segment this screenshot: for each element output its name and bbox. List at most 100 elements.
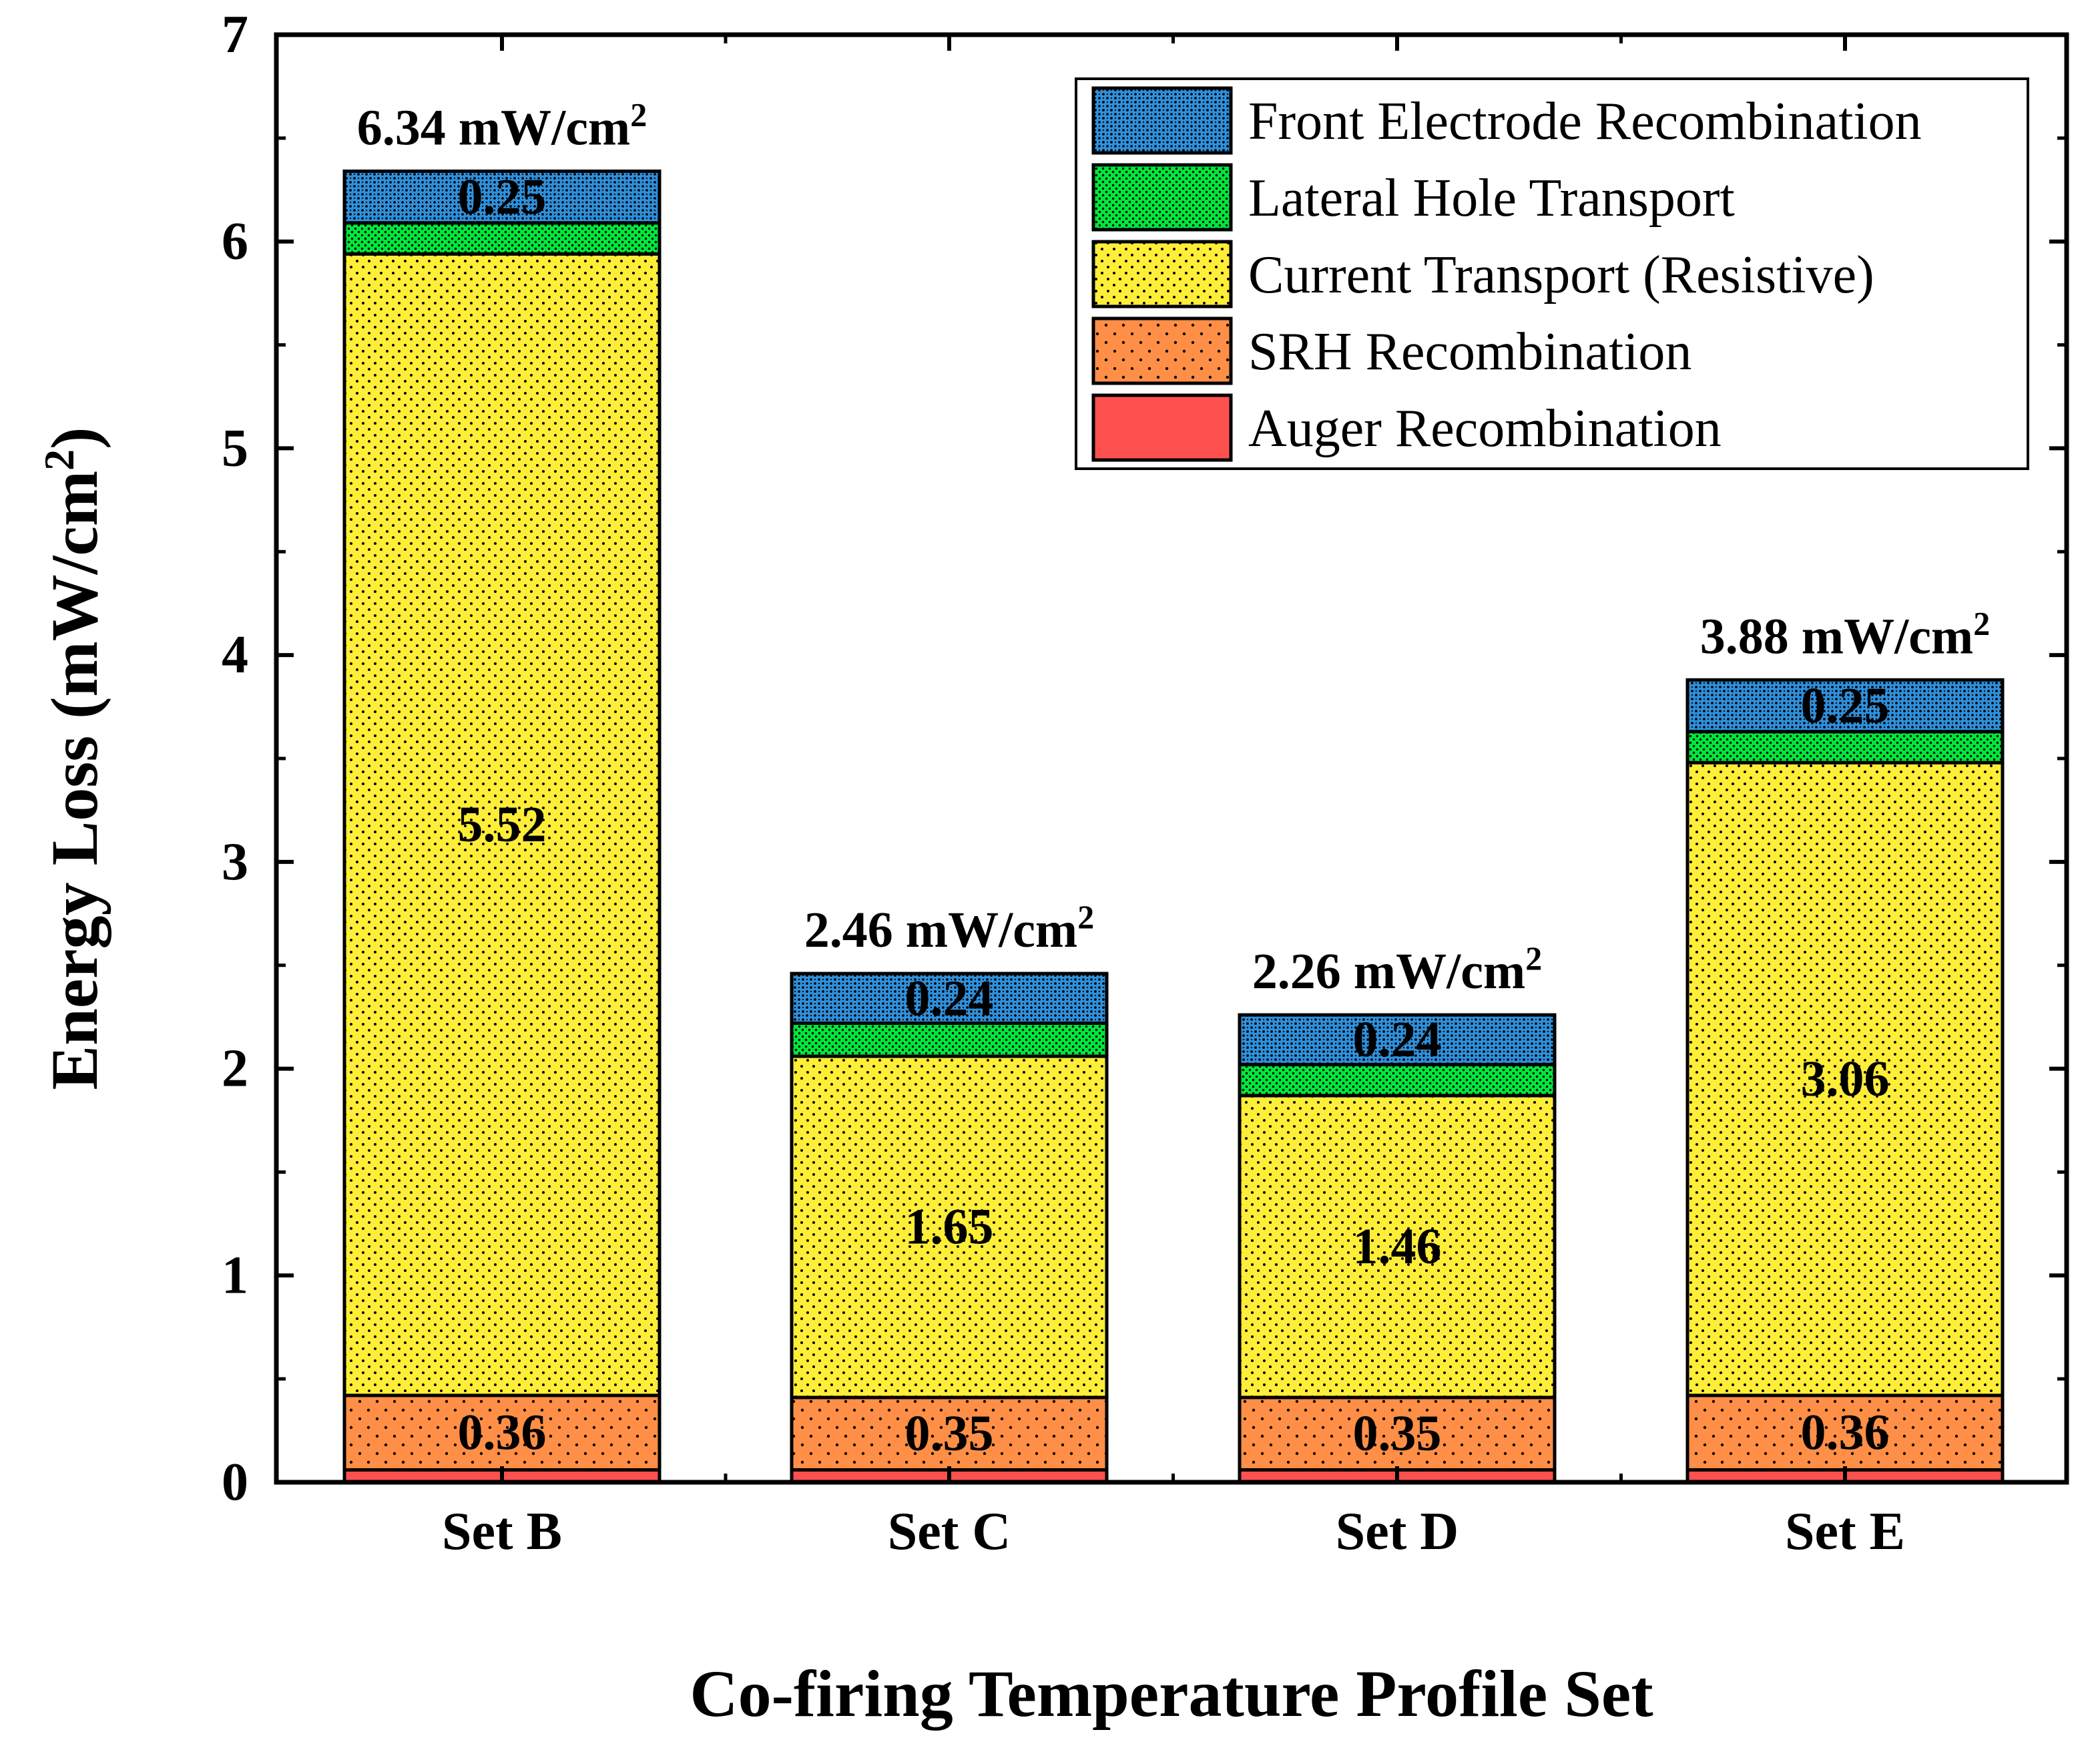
bar-set-e-srh-recombination-pattern xyxy=(1687,1395,2003,1470)
bar-set-b-front-electrode-recombination-outline xyxy=(342,169,662,225)
segment-label-set-e-srh-recombination: 0.36 xyxy=(1801,1405,1890,1461)
bar-set-e-current-transport-resistive-pattern xyxy=(1687,762,2003,1395)
legend-swatch-lateral-hole-transport-outline xyxy=(1091,163,1233,232)
legend-label-current-transport-resistive: Current Transport (Resistive) xyxy=(1248,246,1874,304)
bar-set-e-lateral-hole-transport-pattern xyxy=(1687,731,2003,763)
x-tick-label-set-d: Set D xyxy=(1336,1502,1459,1561)
bar-set-c-srh-recombination-pattern xyxy=(792,1397,1107,1470)
bar-set-d-front-electrode-recombination-pattern xyxy=(1240,1015,1555,1065)
bar-set-d-lateral-hole-transport-pattern xyxy=(1240,1064,1555,1096)
bar-set-d-front-electrode-recombination-outline xyxy=(1238,1013,1557,1066)
legend-item-auger-recombination: Auger Recombination xyxy=(1091,393,1722,462)
bar-set-d-front-electrode-recombination xyxy=(1238,1013,1557,1066)
y-tick-label: 2 xyxy=(222,1040,248,1098)
x-tick-label-set-b: Set B xyxy=(442,1502,562,1561)
segment-label-set-d-current-transport-resistive: 1.46 xyxy=(1353,1219,1442,1275)
total-unit-sup: 2 xyxy=(1973,604,1990,642)
legend-swatch-front-electrode-recombination-outline xyxy=(1091,86,1233,155)
legend-swatch-srh-recombination xyxy=(1091,316,1233,385)
segment-label-set-b-srh-recombination: 0.36 xyxy=(458,1405,547,1461)
legend-items: Front Electrode Recombination Lateral Hol… xyxy=(1091,86,1922,462)
total-value: 2.26 mW/cm xyxy=(1252,943,1525,1000)
legend-label-srh-recombination: SRH Recombination xyxy=(1248,322,1691,381)
bar-set-d-lateral-hole-transport xyxy=(1238,1062,1557,1098)
bar-set-c-srh-recombination xyxy=(790,1395,1109,1472)
bar-set-b-current-transport-resistive xyxy=(342,252,662,1397)
bar-set-e-front-electrode-recombination-outline xyxy=(1685,678,2005,734)
legend-swatch-front-electrode-recombination xyxy=(1091,86,1233,155)
total-unit-sup: 2 xyxy=(630,95,647,133)
y-tick-label: 4 xyxy=(222,626,248,684)
bar-set-c-current-transport-resistive xyxy=(790,1054,1109,1399)
segment-label-set-e-front-electrode-recombination: 0.25 xyxy=(1801,678,1890,734)
legend-label-front-electrode-recombination: Front Electrode Recombination xyxy=(1248,92,1922,151)
legend-swatch-auger-recombination-fill xyxy=(1093,395,1231,460)
y-tick-label: 3 xyxy=(222,833,248,891)
bar-set-b-srh-recombination-pattern xyxy=(344,1395,660,1470)
bar-set-c-lateral-hole-transport xyxy=(790,1021,1109,1058)
y-tick-label: 7 xyxy=(222,5,248,64)
segment-label-set-b-front-electrode-recombination: 0.25 xyxy=(458,169,547,225)
x-tick-label-set-c: Set C xyxy=(888,1502,1011,1561)
legend-swatch-current-transport-resistive xyxy=(1091,240,1233,308)
legend-label-auger-recombination: Auger Recombination xyxy=(1248,399,1722,458)
segment-label-set-c-srh-recombination: 0.35 xyxy=(905,1405,994,1462)
segment-labels-layer: 0.36 5.52 0.25 0.35 1.65 0.24 0.35 1.46 0.24 0.36… xyxy=(458,169,1890,1462)
x-axis: Set B Set C Set D Set E xyxy=(442,35,1905,1561)
total-value: 6.34 mW/cm xyxy=(357,99,630,156)
total-value: 3.88 mW/cm xyxy=(1700,608,1973,664)
legend-item-lateral-hole-transport: Lateral Hole Transport xyxy=(1091,163,1735,232)
y-axis-label-main: Energy Loss (mW/cm xyxy=(37,471,111,1090)
legend-swatch-front-electrode-recombination-pattern xyxy=(1093,88,1231,153)
total-label-set-d: 2.26 mW/cm2 xyxy=(1252,939,1542,1000)
segment-label-set-c-current-transport-resistive: 1.65 xyxy=(905,1199,994,1255)
bar-set-e-front-electrode-recombination-pattern xyxy=(1687,680,2003,732)
legend-item-srh-recombination: SRH Recombination xyxy=(1091,316,1691,385)
legend-swatch-auger-recombination-outline xyxy=(1091,393,1233,462)
bar-set-e-current-transport-resistive xyxy=(1685,760,2005,1397)
y-tick-label: 1 xyxy=(222,1246,248,1305)
x-axis-label: Co-firing Temperature Profile Set xyxy=(690,1657,1653,1731)
legend: Front Electrode Recombination Lateral Hol… xyxy=(1075,77,2029,470)
y-axis-label-close: ) xyxy=(37,427,111,449)
bar-set-e-lateral-hole-transport xyxy=(1685,730,2005,764)
bar-set-d-srh-recombination-pattern xyxy=(1240,1397,1555,1470)
segment-label-set-c-front-electrode-recombination: 0.24 xyxy=(905,970,994,1026)
bar-set-d-current-transport-resistive-pattern xyxy=(1240,1095,1555,1398)
x-tick-label-set-e: Set E xyxy=(1785,1502,1905,1561)
legend-swatch-lateral-hole-transport-pattern xyxy=(1093,165,1231,230)
y-axis-label-sup: 2 xyxy=(35,449,83,471)
legend-swatch-current-transport-resistive-outline xyxy=(1091,240,1233,308)
y-tick-label: 5 xyxy=(222,419,248,477)
bar-set-e-srh-recombination xyxy=(1685,1393,2005,1472)
total-unit-sup: 2 xyxy=(1077,898,1094,935)
segment-label-set-d-srh-recombination: 0.35 xyxy=(1353,1405,1442,1462)
bar-set-b-front-electrode-recombination xyxy=(342,169,662,225)
y-tick-label: 6 xyxy=(222,212,248,271)
legend-item-current-transport-resistive: Current Transport (Resistive) xyxy=(1091,240,1874,308)
bar-set-d-current-transport-resistive xyxy=(1238,1094,1557,1399)
total-label-set-c: 2.46 mW/cm2 xyxy=(804,898,1094,958)
segment-label-set-b-current-transport-resistive: 5.52 xyxy=(458,797,547,853)
legend-frame xyxy=(1075,77,2029,470)
bar-set-c-lateral-hole-transport-pattern xyxy=(792,1023,1107,1056)
segment-label-set-e-current-transport-resistive: 3.06 xyxy=(1801,1051,1890,1107)
bar-set-c-current-transport-resistive-pattern xyxy=(792,1056,1107,1398)
legend-label-lateral-hole-transport: Lateral Hole Transport xyxy=(1248,169,1735,228)
total-label-set-b: 6.34 mW/cm2 xyxy=(357,95,647,156)
legend-item-front-electrode-recombination: Front Electrode Recombination xyxy=(1091,86,1922,155)
y-tick-label: 0 xyxy=(222,1453,248,1512)
bar-set-b-lateral-hole-transport-pattern xyxy=(344,222,660,254)
legend-swatch-srh-recombination-outline xyxy=(1091,316,1233,385)
bar-set-e-front-electrode-recombination xyxy=(1685,678,2005,734)
bar-set-c-front-electrode-recombination xyxy=(790,971,1109,1025)
y-axis-label: Energy Loss (mW/cm2) xyxy=(35,427,112,1090)
bar-set-b-lateral-hole-transport xyxy=(342,221,662,256)
legend-swatch-auger-recombination xyxy=(1091,393,1233,462)
legend-swatch-current-transport-resistive-pattern xyxy=(1093,242,1231,306)
total-label-set-e: 3.88 mW/cm2 xyxy=(1700,604,1990,664)
bar-set-c-front-electrode-recombination-outline xyxy=(790,971,1109,1025)
segment-label-set-d-front-electrode-recombination: 0.24 xyxy=(1353,1012,1442,1068)
